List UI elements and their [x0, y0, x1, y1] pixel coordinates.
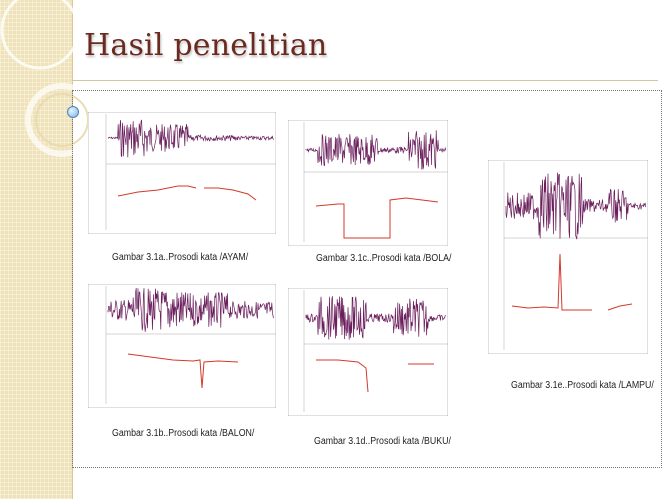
waveform-buku [305, 296, 446, 340]
pitch-contour-bola [315, 197, 439, 239]
caption-bola: Gambar 3.1c..Prosodi kata /BOLA/ [316, 253, 452, 264]
pitch-contour-buku [316, 359, 434, 393]
waveform-bola [305, 130, 447, 170]
waveform-lampu [505, 172, 647, 240]
figure-lampu [488, 160, 648, 354]
figure-balon [88, 284, 276, 408]
content-placeholder[interactable] [72, 90, 662, 468]
slide-title: Hasil penelitian [84, 28, 328, 63]
figure-bola [288, 120, 448, 246]
spectrogram-ayam [88, 112, 276, 234]
pitch-contour-balon [127, 353, 239, 389]
caption-lampu: Gambar 3.1e..Prosodi kata /LAMPU/ [511, 380, 654, 391]
caption-balon: Gambar 3.1b..Prosodi kata /BALON/ [112, 428, 255, 439]
caption-ayam: Gambar 3.1a..Prosodi kata /AYAM/ [112, 252, 249, 263]
pitch-contour-lampu [511, 253, 633, 311]
spectrogram-lampu [488, 160, 648, 354]
resize-handle[interactable] [67, 106, 79, 118]
spectrogram-balon [88, 284, 276, 408]
caption-buku: Gambar 3.1d..Prosodi kata /BUKU/ [314, 436, 451, 447]
figure-ayam [88, 112, 276, 234]
pitch-contour-ayam [117, 185, 257, 201]
waveform-ayam [107, 119, 274, 158]
title-placeholder [72, 10, 658, 81]
figure-buku [288, 288, 448, 416]
spectrogram-buku [288, 288, 448, 416]
waveform-balon [107, 287, 274, 332]
spectrogram-bola [288, 120, 448, 246]
